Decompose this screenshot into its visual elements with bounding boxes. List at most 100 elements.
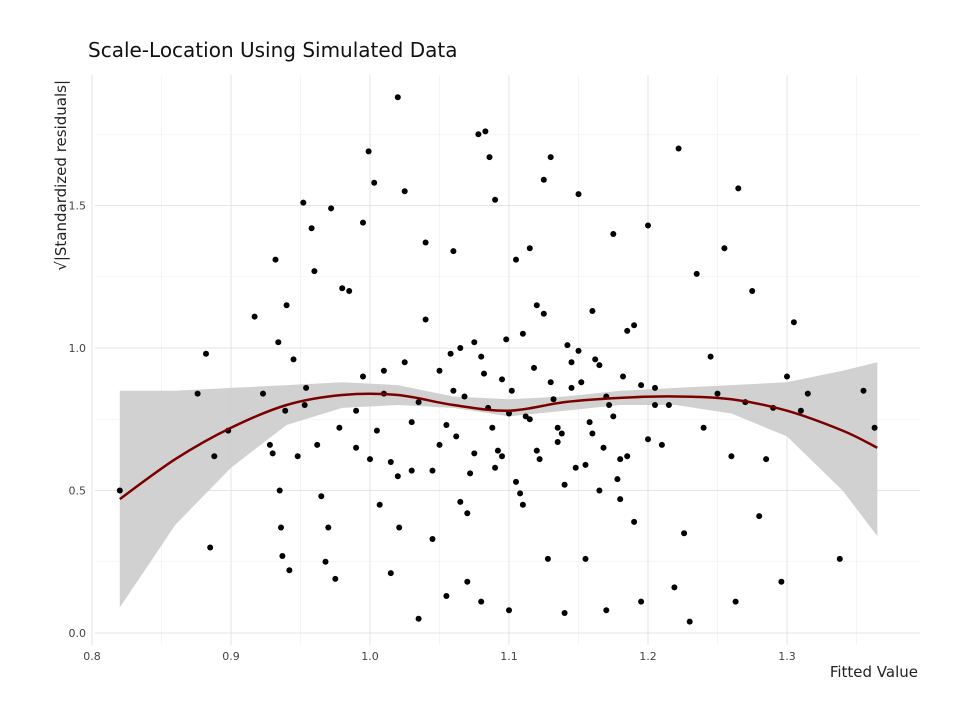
data-point xyxy=(371,179,378,186)
data-point xyxy=(478,353,485,360)
data-point xyxy=(353,444,360,451)
data-point xyxy=(707,353,714,360)
data-point xyxy=(283,302,290,309)
data-point xyxy=(203,350,209,357)
data-point xyxy=(631,322,638,329)
data-point xyxy=(471,450,478,457)
data-point xyxy=(508,387,515,394)
x-tick-label: 1.3 xyxy=(778,650,796,663)
data-point xyxy=(300,199,307,206)
data-point xyxy=(671,584,678,591)
y-tick-label: 0.5 xyxy=(69,485,87,498)
data-point xyxy=(652,384,658,391)
y-axis-label: √|Standardized residuals| xyxy=(52,80,70,271)
data-point xyxy=(784,373,790,380)
data-point xyxy=(645,436,651,443)
data-point xyxy=(749,288,756,294)
data-point xyxy=(251,313,258,320)
data-point xyxy=(554,424,561,431)
data-point xyxy=(693,270,700,277)
data-point xyxy=(464,510,471,517)
data-point xyxy=(269,450,276,457)
data-point xyxy=(596,487,603,494)
data-point xyxy=(266,441,273,448)
x-axis-label: Fitted Value xyxy=(830,663,918,681)
data-point xyxy=(116,487,123,494)
data-point xyxy=(536,456,543,463)
data-point xyxy=(408,467,415,474)
data-point xyxy=(517,490,524,497)
data-point xyxy=(282,407,289,414)
data-point xyxy=(499,453,505,460)
data-point xyxy=(318,493,325,500)
data-point xyxy=(453,433,460,440)
data-point xyxy=(561,610,568,616)
data-point xyxy=(415,399,422,406)
data-point xyxy=(614,476,621,483)
data-point xyxy=(461,393,468,400)
data-point xyxy=(589,308,596,314)
data-point xyxy=(778,578,785,585)
data-point xyxy=(394,473,401,480)
data-point xyxy=(308,225,315,232)
data-point xyxy=(328,205,335,212)
data-point xyxy=(756,513,763,520)
data-point xyxy=(582,461,589,468)
data-point xyxy=(494,447,501,454)
data-point xyxy=(596,362,603,369)
data-point xyxy=(600,444,607,451)
data-point xyxy=(540,310,547,317)
data-point xyxy=(728,453,735,460)
data-point xyxy=(513,256,519,263)
data-point xyxy=(475,131,482,138)
data-point xyxy=(489,424,496,431)
data-point xyxy=(686,618,693,625)
data-point xyxy=(582,555,589,562)
data-point xyxy=(415,615,422,622)
data-point xyxy=(394,94,401,101)
x-tick-label: 0.9 xyxy=(222,650,240,663)
data-point xyxy=(303,384,310,391)
data-point xyxy=(429,467,436,474)
data-point xyxy=(658,441,665,448)
data-point xyxy=(603,607,610,614)
smooth-line-layer xyxy=(119,392,878,501)
data-point xyxy=(503,336,510,343)
data-point xyxy=(533,302,540,309)
data-point xyxy=(871,424,878,431)
data-point xyxy=(322,558,329,565)
data-point xyxy=(836,555,843,562)
data-point xyxy=(207,544,214,551)
data-point xyxy=(540,176,547,183)
data-point xyxy=(714,390,721,397)
data-point xyxy=(681,530,688,537)
data-point xyxy=(586,419,593,426)
data-point xyxy=(436,367,443,374)
data-point xyxy=(568,359,575,366)
data-point xyxy=(547,379,554,386)
data-point xyxy=(564,342,571,349)
data-point xyxy=(561,481,568,488)
data-point xyxy=(279,553,286,559)
data-point xyxy=(365,148,372,155)
data-point xyxy=(631,518,638,525)
data-point xyxy=(513,478,519,485)
chart-title: Scale-Location Using Simulated Data xyxy=(88,38,458,62)
data-point xyxy=(638,598,645,605)
data-point xyxy=(311,268,318,275)
data-point xyxy=(478,598,485,605)
data-point xyxy=(294,453,301,460)
data-point xyxy=(519,330,526,337)
data-point xyxy=(360,219,366,226)
data-point xyxy=(346,288,353,294)
data-point xyxy=(547,154,554,161)
data-point xyxy=(376,501,383,508)
data-point xyxy=(790,319,797,326)
data-point xyxy=(620,373,626,380)
data-point xyxy=(471,339,478,346)
data-point xyxy=(275,339,282,346)
data-point xyxy=(519,501,526,508)
data-point xyxy=(422,316,429,323)
data-point xyxy=(732,598,739,605)
